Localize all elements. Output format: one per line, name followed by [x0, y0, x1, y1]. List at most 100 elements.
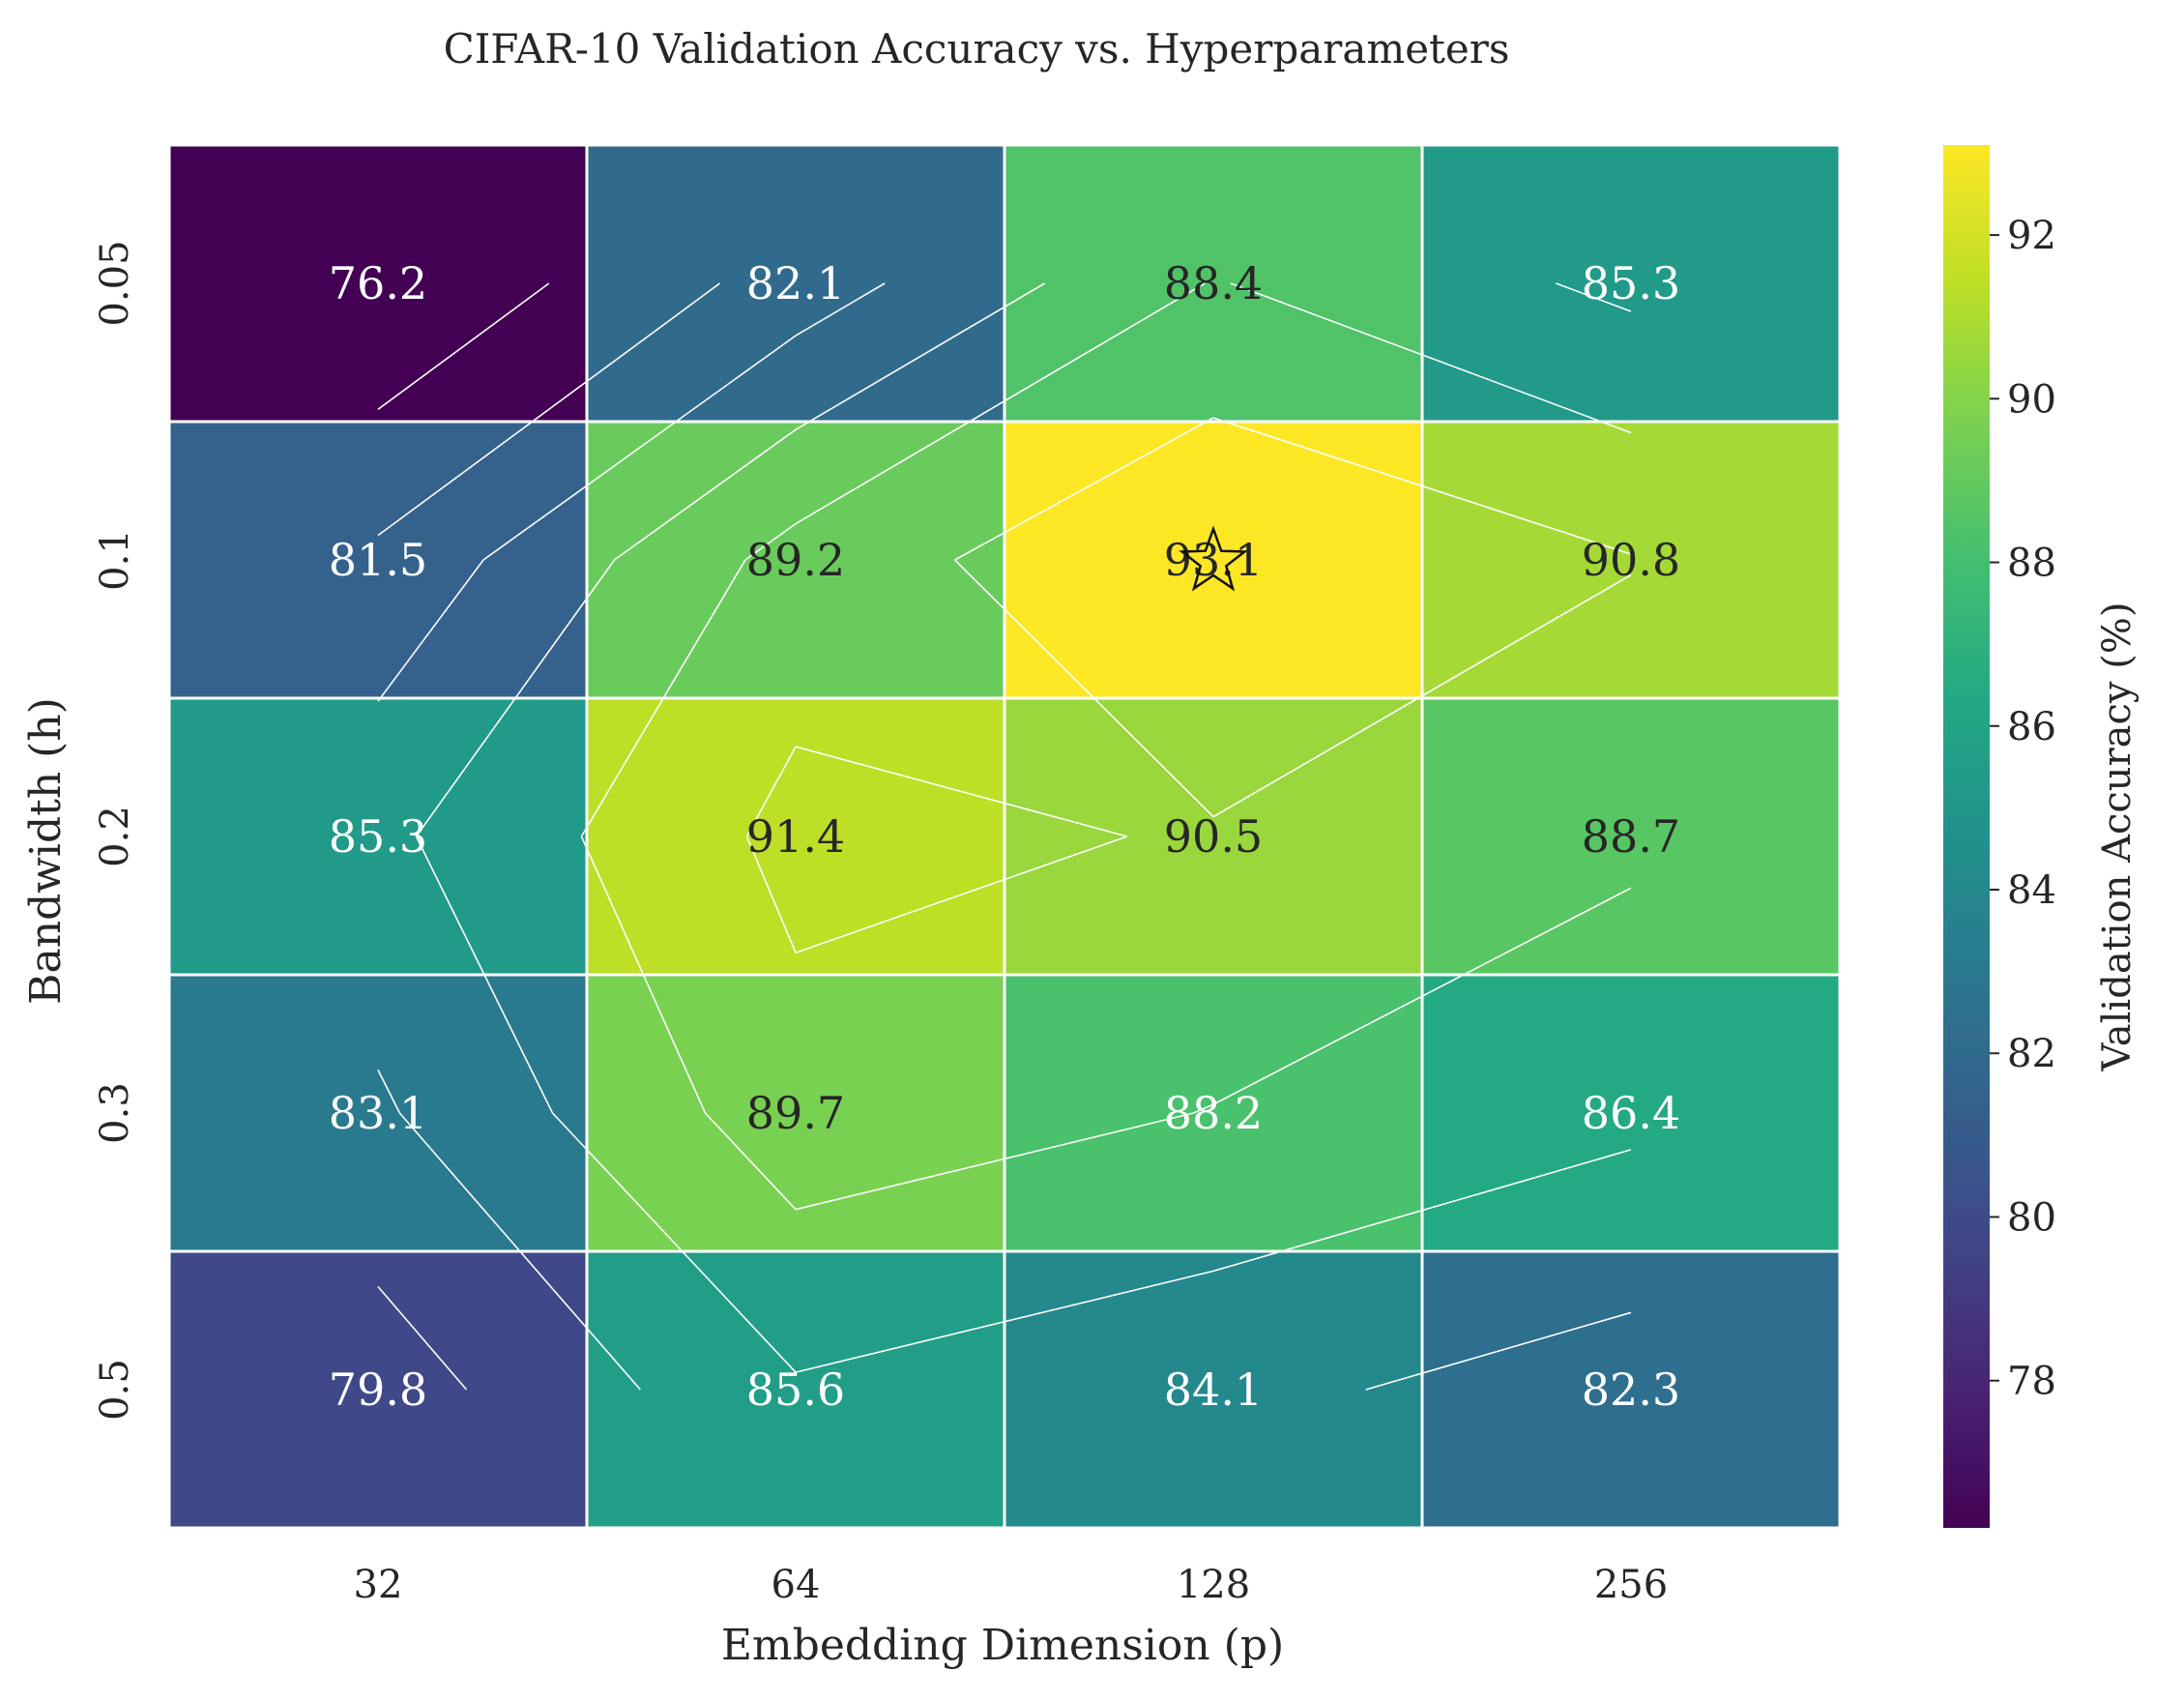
contour-segment	[377, 1285, 468, 1391]
x-tick-label: 128	[1177, 1563, 1250, 1607]
cell-value-label: 88.2	[1164, 1087, 1263, 1139]
cell-value-label: 90.8	[1582, 534, 1680, 586]
cell-value-label: 91.4	[746, 810, 845, 863]
heatmap-cell	[167, 973, 589, 1253]
heatmap-cells	[167, 143, 1842, 1530]
contour-segment	[398, 1112, 641, 1391]
contour-segment	[415, 836, 554, 1114]
colorbar-tick-label: 82	[2007, 1032, 2056, 1076]
chart-title: CIFAR-10 Validation Accuracy vs. Hyperpa…	[444, 25, 1510, 73]
cell-value-label: 82.3	[1582, 1364, 1680, 1416]
contour-segment	[1365, 1311, 1632, 1391]
heatmap-cell	[585, 420, 1006, 700]
colorbar-tick-label: 84	[2007, 868, 2056, 913]
y-axis-label: Bandwidth (h)	[21, 697, 71, 1005]
contour-segment	[1212, 573, 1632, 818]
y-tick-label: 0.3	[93, 1082, 137, 1144]
contour-segment	[954, 417, 1214, 561]
heatmap-cell	[1420, 143, 1842, 424]
x-tick-label: 32	[354, 1563, 403, 1607]
heatmap-cell	[585, 1249, 1006, 1530]
cell-value-label: 89.7	[746, 1087, 845, 1139]
best-marker	[1179, 525, 1248, 592]
heatmap-cell	[1420, 420, 1842, 700]
cell-value-label: 76.2	[329, 257, 427, 309]
contour-segment	[1556, 282, 1632, 312]
contour-segment	[704, 1112, 797, 1211]
cell-value-label: 85.3	[1582, 257, 1680, 309]
contour-segment	[795, 282, 1206, 525]
x-tick-label: 256	[1594, 1563, 1668, 1607]
y-tick-labels: 0.05 0.1 0.2 0.3 0.5	[93, 240, 137, 1420]
x-tick-label: 64	[772, 1563, 821, 1607]
cell-value-label: 84.1	[1164, 1364, 1263, 1416]
heatmap-cell	[1003, 973, 1424, 1253]
contour-segment	[795, 836, 1128, 953]
cell-value-label: 83.1	[329, 1087, 427, 1139]
contour-segment	[377, 282, 550, 410]
cell-value-label: 89.2	[746, 534, 845, 586]
contour-segment	[551, 1112, 797, 1373]
heatmap-cell	[585, 973, 1006, 1253]
cell-value-labels: 76.2 82.1 88.4 85.3 81.5 89.2 93.1 90.8 85.3 91.4…	[329, 257, 1680, 1416]
colorbar-tick-label: 80	[2007, 1195, 2056, 1240]
cell-value-label: 81.5	[329, 534, 427, 586]
heatmap-cell	[1003, 143, 1424, 424]
cell-value-label: 79.8	[329, 1364, 427, 1416]
cell-value-label: 90.5	[1164, 810, 1263, 863]
cell-value-label: 88.7	[1582, 810, 1680, 863]
cell-value-label: 82.1	[746, 257, 845, 309]
contour-segment	[377, 1070, 401, 1114]
contour-segment	[482, 335, 797, 561]
contour-segment	[795, 1270, 1214, 1373]
contour-segment	[745, 746, 797, 837]
star-icon	[1179, 525, 1248, 592]
colorbar	[1943, 145, 1990, 1528]
contour-segment	[1230, 282, 1632, 434]
contour-segment	[614, 428, 797, 561]
contour-segment	[1212, 887, 1632, 1105]
contour-segment	[954, 559, 1214, 818]
contour-lines	[377, 282, 1632, 1391]
cell-value-label: 85.3	[329, 810, 427, 863]
y-tick-label: 0.05	[93, 240, 137, 326]
y-tick-label: 0.2	[93, 806, 137, 867]
x-tick-labels: 32 64 128 256	[354, 1563, 1669, 1607]
colorbar-label: Validation Accuracy (%)	[2095, 602, 2140, 1072]
contour-segment	[1212, 1149, 1632, 1273]
heatmap-cell	[167, 143, 589, 424]
contour-segment	[377, 559, 484, 702]
cell-value-label: 88.4	[1164, 257, 1263, 309]
contour-segment	[795, 746, 1128, 837]
contour-segment	[1212, 417, 1632, 555]
heatmap-cell	[1420, 973, 1842, 1253]
cell-value-label: 86.4	[1582, 1087, 1680, 1139]
contour-segment	[580, 559, 746, 837]
contour-segment	[795, 282, 886, 337]
colorbar-tick-label: 92	[2007, 214, 2056, 258]
contour-segment	[744, 522, 797, 561]
heatmap-cell	[585, 696, 1006, 977]
heatmap-cell	[585, 143, 1006, 424]
contour-segment	[795, 282, 1046, 430]
contour-segment	[745, 836, 797, 953]
contour-segment	[795, 1112, 1194, 1211]
cell-value-label: 85.6	[746, 1364, 845, 1416]
colorbar-tick-label: 86	[2007, 705, 2056, 749]
heatmap-cell	[1420, 696, 1842, 977]
colorbar-tick-label: 78	[2007, 1360, 2056, 1404]
contour-segment	[377, 282, 720, 537]
heatmap-cell	[167, 1249, 589, 1530]
contour-segment	[415, 559, 616, 837]
y-tick-label: 0.1	[93, 529, 137, 591]
cell-value-label: 93.1	[1164, 534, 1263, 586]
colorbar-ticks: 78 80 82 84 86 88 90 92	[1990, 214, 2056, 1404]
colorbar-tick-label: 90	[2007, 377, 2056, 422]
x-axis-label: Embedding Dimension (p)	[721, 1621, 1284, 1670]
heatmap-cell	[1003, 1249, 1424, 1530]
y-tick-label: 0.5	[93, 1359, 137, 1421]
contour-segment	[580, 836, 707, 1114]
contour-segment	[1193, 1103, 1214, 1114]
